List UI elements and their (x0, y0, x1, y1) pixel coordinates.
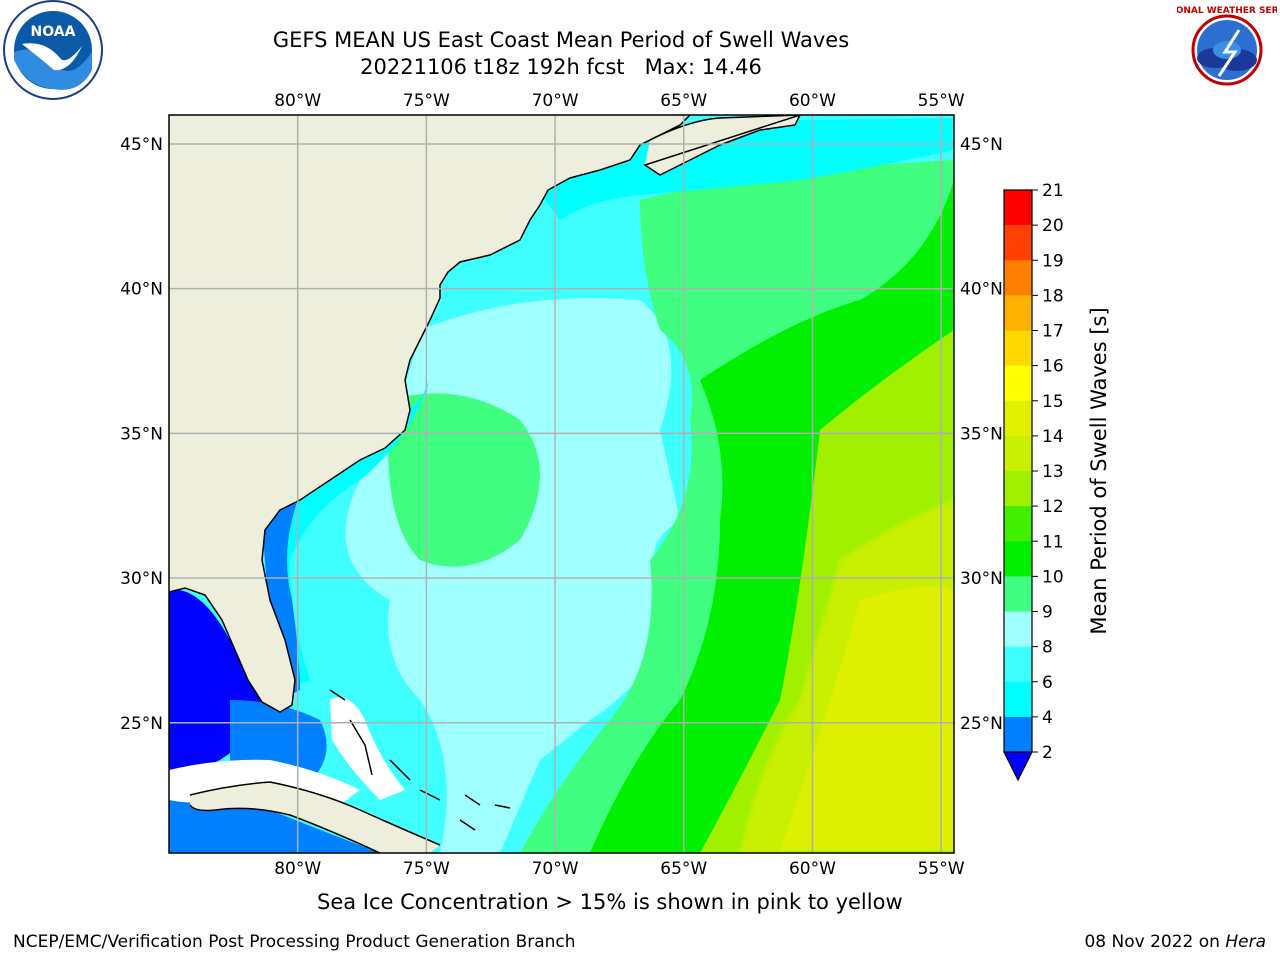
colorbar-under-arrow (1003, 751, 1033, 782)
credit-date: 08 Nov 2022 on (1084, 932, 1226, 952)
colorbar-segment (1004, 225, 1032, 261)
lon-label-top: 80°W (274, 91, 321, 111)
sea-ice-note: Sea Ice Concentration > 15% is shown in … (317, 890, 903, 914)
colorbar-tick-label: 18 (1042, 286, 1064, 306)
colorbar-tick-label: 8 (1042, 638, 1053, 658)
coastline-bahamas (329, 689, 511, 831)
map-area (169, 115, 954, 853)
lon-label-top: 75°W (403, 91, 450, 111)
lon-label-top: 60°W (789, 91, 836, 111)
lon-label-bottom: 70°W (532, 859, 579, 879)
colorbar-tick-label: 4 (1042, 708, 1053, 728)
colorbar-tick-label: 11 (1042, 532, 1064, 552)
colorbar-tick-label: 9 (1042, 603, 1053, 623)
nws-logo: NATIONAL WEATHER SERVICE (1177, 1, 1277, 99)
colorbar-tick-label: 21 (1042, 181, 1064, 201)
lat-label-right: 35°N (960, 424, 1003, 444)
lat-label-left: 35°N (120, 424, 163, 444)
coastal-blue-band (262, 490, 300, 700)
colorbar-tick-label: 12 (1042, 497, 1064, 517)
colorbar-segment (1004, 190, 1032, 226)
colorbar-tick-label: 17 (1042, 322, 1064, 342)
axis-labels: 80°W 80°W 75°W 75°W 70°W 70°W 65°W 65°W 60°W 60°W… (120, 91, 1003, 879)
credit-right: 08 Nov 2022 on Hera (1084, 932, 1266, 952)
map-frame (168, 114, 955, 854)
coastline-cuba (189, 781, 441, 853)
lat-label-left: 30°N (120, 569, 163, 589)
colorbar-segment (1004, 716, 1032, 753)
colorbar-tick-label: 10 (1042, 567, 1064, 587)
colorbar-segment (1004, 611, 1032, 648)
lat-label-right: 30°N (960, 569, 1003, 589)
colorbar-segment (1004, 435, 1032, 472)
colorbar-tick-label: 2 (1042, 743, 1053, 763)
credit-left: NCEP/EMC/Verification Post Processing Pr… (13, 932, 576, 952)
land-north-america (169, 115, 690, 712)
colorbar-segment (1004, 506, 1032, 542)
nws-logo-text: NATIONAL WEATHER SERVICE (1177, 6, 1277, 16)
lat-label-right: 40°N (960, 280, 1003, 300)
colorbar-label: Mean Period of Swell Waves [s] (1087, 307, 1111, 634)
lon-label-top: 55°W (918, 91, 965, 111)
colorbar-segment (1004, 330, 1032, 367)
lon-label-bottom: 75°W (403, 859, 450, 879)
gridlines (169, 115, 954, 853)
colorbar-segment (1004, 646, 1032, 683)
lat-label-left: 25°N (120, 714, 163, 734)
coastline-nova-scotia (643, 115, 801, 176)
swell-zone-14s (780, 586, 954, 850)
colorbar-segment (1004, 541, 1032, 577)
lon-label-bottom: 65°W (660, 859, 707, 879)
colorbar-tick-label: 19 (1042, 251, 1064, 271)
lon-label-bottom: 80°W (274, 859, 321, 879)
land-cuba (190, 782, 440, 853)
lat-label-left: 45°N (120, 135, 163, 155)
lon-label-top: 65°W (660, 91, 707, 111)
colorbar-segment (1004, 260, 1032, 296)
caribbean-zone (169, 796, 380, 853)
lat-label-right: 45°N (960, 135, 1003, 155)
lon-label-bottom: 55°W (918, 859, 965, 879)
lon-label-bottom: 60°W (789, 859, 836, 879)
colorbar-segment (1004, 681, 1032, 718)
noaa-logo-text: NOAA (31, 24, 76, 40)
lat-label-left: 40°N (120, 280, 163, 300)
colorbar-segment (1004, 365, 1032, 402)
colorbar-tick-label: 20 (1042, 216, 1064, 236)
colorbar-segment (1004, 471, 1032, 507)
lat-label-right: 25°N (960, 714, 1003, 734)
colorbar-segment (1004, 400, 1032, 437)
colorbar-segment (1004, 576, 1032, 612)
chart-title: GEFS MEAN US East Coast Mean Period of S… (272, 28, 850, 52)
colorbar-tick-label: 16 (1042, 357, 1064, 377)
colorbar-tick-label: 15 (1042, 392, 1064, 412)
colorbar-segment (1004, 295, 1032, 331)
chart-subtitle: 20221106 t18z 192h fcst Max: 14.46 (360, 55, 762, 79)
colorbar-tick-label: 13 (1042, 462, 1064, 482)
colorbar-tick-label: 6 (1042, 673, 1053, 693)
colorbar: 2 4 6 8 9 10 11 12 13 14 15 16 17 18 19 20 21 (1003, 181, 1064, 782)
credit-machine: Hera (1225, 932, 1266, 952)
colorbar-tick-label: 14 (1042, 427, 1064, 447)
lon-label-top: 70°W (532, 91, 579, 111)
noaa-logo: NOAA (3, 0, 103, 100)
